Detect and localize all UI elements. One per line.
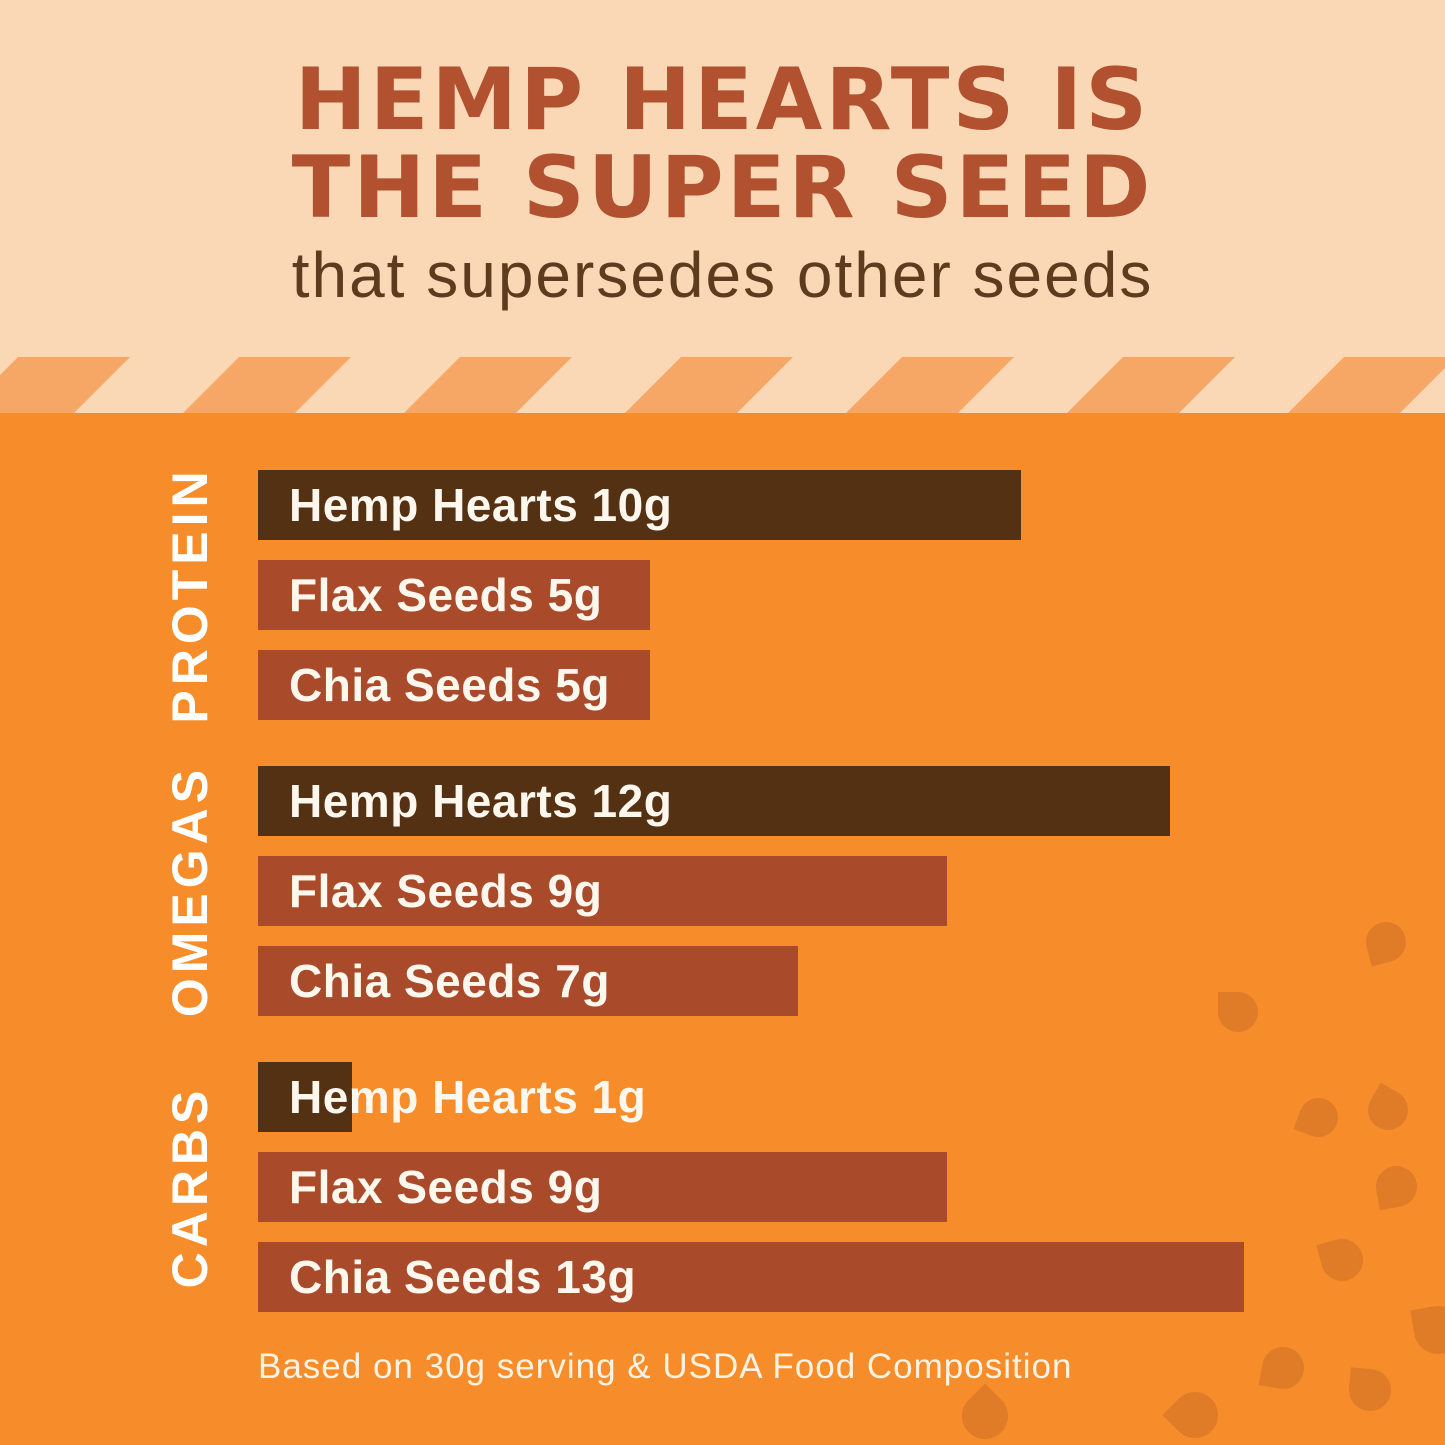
bar-flax-seeds: Flax Seeds 9g (258, 856, 947, 926)
title-line-2: THE SUPER SEED (291, 138, 1154, 238)
bar-flax-seeds: Flax Seeds 9g (258, 1152, 947, 1222)
seed-icon (1218, 992, 1258, 1032)
seed-icon (1360, 1082, 1416, 1138)
seed-icon (1372, 1162, 1421, 1211)
stripe-icon (1288, 357, 1445, 413)
bar-label: Hemp Hearts 1g (289, 1071, 647, 1123)
stripe-icon (0, 357, 130, 413)
seed-icon (1293, 1092, 1344, 1143)
chart-group-omegas: OMEGAS Hemp Hearts 12g Flax Seeds 9g Chia S… (162, 765, 1244, 1017)
nutrition-bar-chart: PROTEIN Hemp Hearts 10g Flax Seeds 5g Chia … (162, 466, 1244, 1358)
bar-chia-seeds: Chia Seeds 5g (258, 650, 650, 720)
bar-label: Hemp Hearts 12g (289, 775, 673, 827)
stripe-icon (625, 357, 793, 413)
category-label-protein: PROTEIN (162, 466, 218, 724)
seed-icon (1258, 1343, 1308, 1393)
bar-label: Chia Seeds 13g (289, 1251, 637, 1303)
category-label-carbs: CARBS (162, 1085, 218, 1289)
seed-icon (1361, 917, 1411, 967)
page-subtitle: that supersedes other seeds (291, 239, 1154, 311)
bar-label: Flax Seeds 9g (289, 1161, 603, 1213)
stripe-icon (404, 357, 572, 413)
bar-label: Hemp Hearts 10g (289, 479, 673, 531)
seed-icon (1316, 1234, 1368, 1286)
chart-group-carbs: CARBS Hemp Hearts 1g Flax Seeds 9g Chia See… (162, 1062, 1244, 1312)
chart-group-protein: PROTEIN Hemp Hearts 10g Flax Seeds 5g Chia … (162, 466, 1244, 724)
bar-hemp-hearts: Hemp Hearts 1g (258, 1062, 646, 1132)
header-background (0, 0, 1445, 357)
title-line-1: HEMP HEARTS IS (294, 50, 1151, 150)
bar-label: Flax Seeds 9g (289, 865, 603, 917)
bar-label: Chia Seeds 5g (289, 659, 610, 711)
source-note: Based on 30g serving & USDA Food Composi… (258, 1347, 1073, 1386)
bar-label: Chia Seeds 7g (289, 955, 610, 1007)
bar-flax-seeds: Flax Seeds 5g (258, 560, 650, 630)
seed-icon (1410, 1302, 1445, 1358)
bar-chia-seeds: Chia Seeds 7g (258, 946, 798, 1016)
seed-icon (1347, 1367, 1393, 1413)
category-label-omegas: OMEGAS (162, 764, 218, 1018)
stripe-icon (846, 357, 1014, 413)
stripe-icon (183, 357, 351, 413)
stripe-divider (0, 357, 1445, 413)
bar-hemp-hearts: Hemp Hearts 12g (258, 766, 1170, 836)
seed-icon (1162, 1382, 1228, 1445)
bar-hemp-hearts: Hemp Hearts 10g (258, 470, 1021, 540)
bar-chia-seeds: Chia Seeds 13g (258, 1242, 1244, 1312)
seed-icon (952, 1383, 1018, 1445)
page-title: HEMP HEARTS IS THE SUPER SEED (0, 56, 1445, 232)
stripe-icon (1067, 357, 1235, 413)
bar-label: Flax Seeds 5g (289, 569, 603, 621)
